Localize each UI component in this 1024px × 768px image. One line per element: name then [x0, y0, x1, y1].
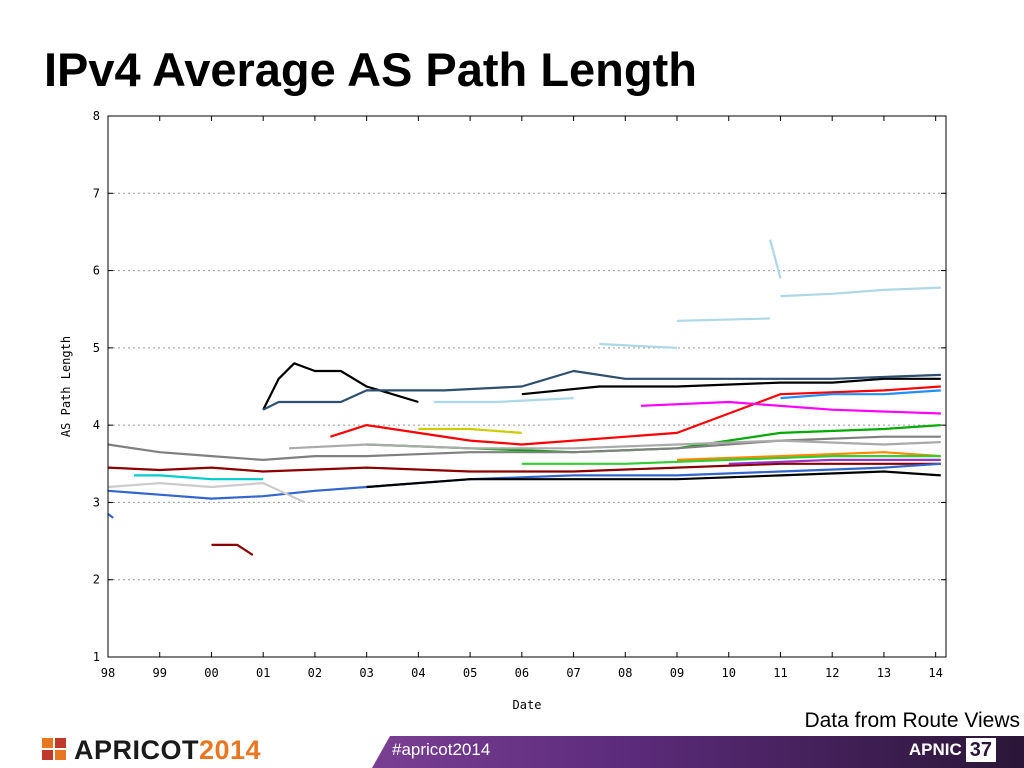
source-note: Data from Route Views	[804, 709, 1020, 732]
x-tick-label: 13	[877, 666, 891, 680]
series-line-11	[640, 400, 941, 415]
x-tick-label: 03	[359, 666, 373, 680]
apricot-logo: APRICOT2014	[42, 735, 261, 766]
series-line-9	[330, 385, 941, 446]
hashtag: #apricot2014	[392, 740, 491, 759]
x-tick-label: 00	[204, 666, 218, 680]
brand-name: APRICOT2014	[74, 735, 261, 766]
y-tick-label: 6	[93, 264, 100, 278]
chart-container: 1 2 3 4 5 6 7 8 98 99 00 01 02 03 04 05 06 07 08 09 10 11 12 13…	[0, 100, 1024, 720]
series-line-6	[769, 239, 782, 279]
series-line-13	[107, 435, 941, 461]
y-tick-label: 7	[93, 186, 100, 200]
series-line-15	[107, 462, 941, 473]
x-tick-label: 06	[515, 666, 529, 680]
x-tick-label: 12	[825, 666, 839, 680]
x-tick-label: 09	[670, 666, 684, 680]
series-line-24	[107, 482, 306, 504]
apricot-logo-icon	[42, 738, 68, 762]
x-tick-label: 14	[928, 666, 942, 680]
x-axis-label: Date	[513, 698, 542, 712]
series-line-19	[366, 470, 941, 489]
hashtag-band: #apricot2014	[372, 736, 1024, 768]
x-tick-label: 11	[773, 666, 787, 680]
plot-frame	[107, 115, 947, 658]
apnic-name: APNIC	[908, 740, 962, 759]
brand-year: 2014	[199, 734, 262, 765]
apnic-number: 37	[965, 738, 996, 762]
y-tick-label: 1	[93, 650, 100, 664]
series-line-5	[676, 317, 771, 322]
slide-footer: APRICOT2014 #apricot2014 APNIC 37	[0, 732, 1024, 768]
x-tick-label: 99	[153, 666, 167, 680]
x-tick-label: 08	[618, 666, 632, 680]
y-axis-label: AS Path Length	[59, 336, 73, 437]
y-tick-label: 2	[93, 573, 100, 587]
series-line-21	[728, 458, 941, 465]
series-line-4	[599, 342, 678, 349]
series-lines	[107, 239, 941, 556]
series-line-20	[676, 451, 941, 461]
grid-lines	[108, 192, 946, 581]
y-tick-label: 5	[93, 341, 100, 355]
series-line-2	[521, 377, 941, 396]
series-line-8	[433, 397, 574, 404]
series-line-7	[780, 286, 941, 298]
series-line-3	[262, 369, 941, 411]
y-tick-label: 3	[93, 495, 100, 509]
x-tick-label: 04	[411, 666, 425, 680]
series-line-17	[133, 474, 264, 481]
slide-title: IPv4 Average AS Path Length	[44, 43, 697, 96]
x-tick-label: 98	[101, 666, 115, 680]
series-line-25	[107, 513, 114, 519]
x-tick-label: 01	[256, 666, 270, 680]
series-line-14	[288, 439, 941, 450]
y-tick-label: 8	[93, 109, 100, 123]
x-tick-label: 02	[308, 666, 322, 680]
series-line-16	[211, 543, 254, 556]
series-line-1	[262, 362, 419, 411]
x-tick-label: 05	[463, 666, 477, 680]
x-tick-label: 10	[722, 666, 736, 680]
apnic-logo: APNIC 37	[909, 736, 996, 764]
series-line-23	[780, 389, 941, 400]
y-tick-label: 4	[93, 418, 100, 432]
brand-name-text: APRICOT	[74, 734, 199, 765]
series-line-10	[418, 427, 522, 434]
series-line-22	[521, 455, 941, 465]
x-tick-label: 07	[566, 666, 580, 680]
